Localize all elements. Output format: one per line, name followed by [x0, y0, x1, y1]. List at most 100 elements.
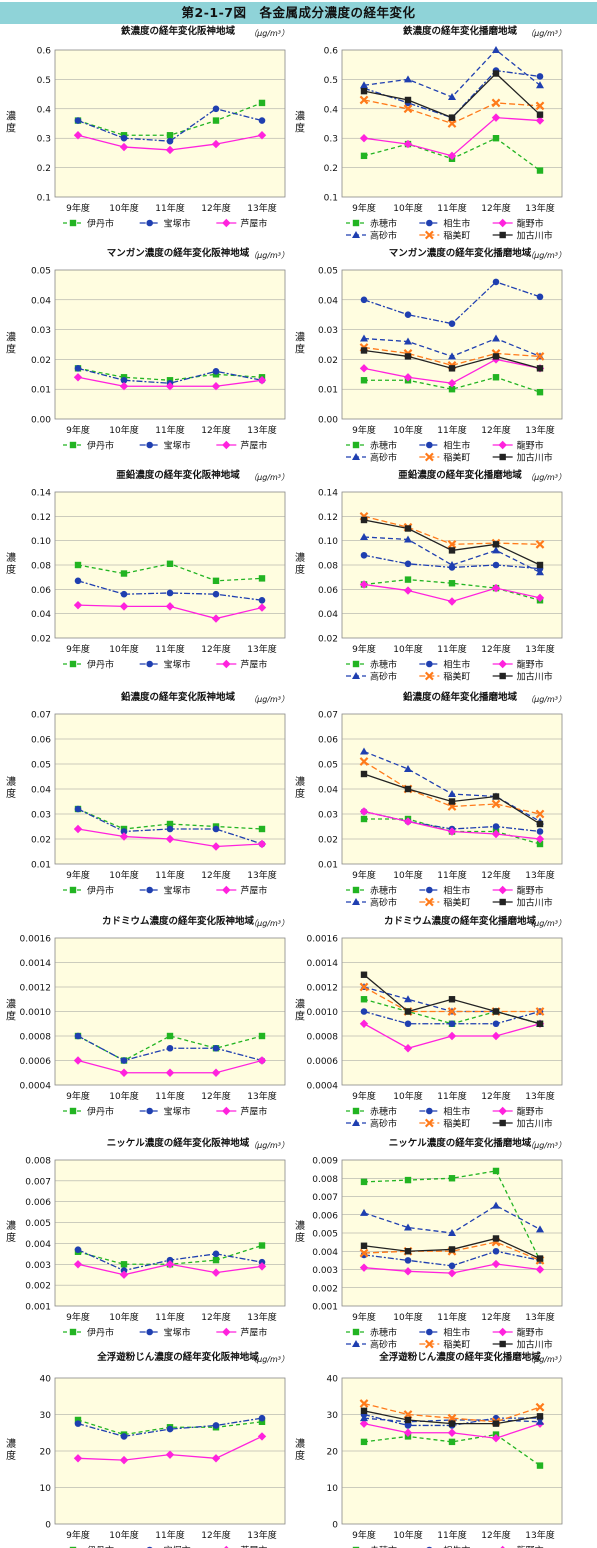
legend-label: 赤穂市	[370, 440, 397, 452]
y-tick-label: 0.10	[318, 537, 338, 547]
data-point	[536, 828, 544, 835]
y-axis-label-char: 度	[295, 1010, 305, 1023]
data-point	[360, 815, 368, 823]
legend-marker	[499, 1119, 506, 1127]
y-tick-label: 0.04	[31, 786, 51, 796]
y-tick-label: 10	[40, 1484, 52, 1494]
unit-label: （μg/m³）	[249, 29, 289, 38]
series-line	[77, 108, 263, 142]
y-axis-label-char: 濃	[295, 1437, 305, 1450]
data-point	[360, 1242, 368, 1249]
x-tick-label: 13年度	[525, 424, 554, 436]
data-point	[212, 1044, 220, 1052]
x-tick-label: 12年度	[481, 1090, 510, 1102]
data-point	[448, 1229, 456, 1236]
unit-label: （μg/m³）	[249, 1355, 289, 1364]
data-point	[404, 535, 412, 543]
data-point	[258, 1418, 266, 1425]
x-tick-label: 10年度	[109, 1311, 138, 1323]
y-tick-label: 0.001	[312, 1303, 338, 1313]
y-axis-label-char: 濃	[6, 1219, 16, 1232]
legend-label: 加古川市	[517, 452, 553, 464]
unit-label: （μg/m³）	[249, 251, 289, 260]
data-point	[491, 1434, 501, 1443]
data-point	[492, 1235, 500, 1242]
data-point	[212, 590, 220, 598]
x-tick-label: 10年度	[393, 869, 422, 881]
chart-pb-b: 鉛濃度の経年変化播磨地域 （μg/m³） 0.01 0.02 0.03 0.04 0.05 0…	[295, 691, 566, 909]
y-axis-label: 濃度	[295, 551, 305, 576]
y-axis-label-char: 度	[295, 1449, 305, 1462]
x-tick-label: 13年度	[247, 1090, 276, 1102]
x-stroke	[535, 1007, 545, 1016]
y-tick-label: 0.4	[324, 105, 339, 115]
chart-title: カドミウム濃度の経年変化播磨地域	[384, 915, 537, 927]
data-point	[403, 586, 413, 595]
x-tick-label: 11年度	[155, 643, 184, 655]
series-芦屋市	[73, 1056, 267, 1077]
unit-label: （μg/m³）	[526, 919, 566, 928]
legend-marker	[498, 1327, 507, 1337]
data-point	[492, 278, 500, 286]
legend-marker	[352, 231, 360, 238]
chart-title: 亜鉛濃度の経年変化播磨地域	[398, 469, 522, 481]
data-point	[165, 382, 175, 391]
y-tick-label: 20	[327, 1448, 339, 1458]
chart-title: 鉄濃度の経年変化播磨地域	[403, 25, 518, 37]
y-tick-label: 0.0010	[307, 1008, 339, 1018]
y-axis-label-char: 度	[6, 1449, 16, 1462]
y-axis-label-char: 濃	[295, 331, 305, 344]
legend-label: 加古川市	[517, 1339, 553, 1351]
data-point	[492, 1167, 500, 1175]
y-tick-label: 0.02	[31, 836, 51, 846]
x-stroke	[424, 1339, 434, 1349]
y-axis-label-char: 度	[6, 1231, 16, 1244]
data-point	[212, 105, 220, 113]
legend-marker	[352, 219, 360, 227]
y-tick-label: 0.0006	[20, 1057, 52, 1067]
x-stroke	[447, 1007, 457, 1016]
data-point	[535, 116, 545, 125]
legend-marker	[69, 441, 77, 449]
data-point	[447, 597, 457, 606]
series-加古川市	[360, 347, 544, 372]
data-point	[492, 46, 500, 53]
data-point	[360, 996, 368, 1003]
y-tick-label: 0.02	[31, 635, 51, 645]
data-point	[404, 337, 412, 345]
y-axis-label-char: 度	[6, 122, 16, 135]
data-point	[492, 334, 500, 342]
data-point	[492, 546, 500, 554]
y-tick-label: 0.04	[31, 296, 51, 306]
x-tick-label: 10年度	[393, 424, 422, 436]
legend-label: 芦屋市	[240, 1545, 267, 1548]
legend-label: 稲美町	[443, 897, 470, 909]
legend-marker	[352, 1119, 360, 1126]
y-tick-label: 0.14	[318, 489, 338, 499]
legend-label: 高砂市	[370, 452, 397, 464]
data-point	[536, 388, 544, 396]
x-tick-label: 12年度	[201, 202, 230, 214]
x-stroke	[535, 101, 545, 111]
y-axis-label-char: 濃	[6, 331, 16, 344]
y-tick-label: 0.5	[37, 76, 51, 86]
data-point	[536, 1225, 544, 1233]
unit-label: （μg/m³）	[526, 29, 566, 38]
legend-marker	[352, 886, 360, 894]
legend-marker	[222, 218, 231, 228]
data-point	[448, 561, 456, 568]
y-tick-label: 0.01	[31, 861, 51, 871]
data-point	[448, 580, 456, 587]
data-point	[492, 374, 500, 381]
y-tick-label: 0.002	[312, 1284, 338, 1294]
series-高砂市	[360, 533, 544, 576]
data-point	[536, 1417, 544, 1425]
data-point	[119, 602, 129, 611]
unit-label: （μg/m³）	[526, 1355, 566, 1364]
legend-marker	[499, 1340, 506, 1348]
y-tick-label: 0.04	[318, 786, 338, 796]
data-point	[359, 580, 369, 589]
data-point	[492, 823, 500, 830]
x-stroke	[359, 95, 369, 105]
